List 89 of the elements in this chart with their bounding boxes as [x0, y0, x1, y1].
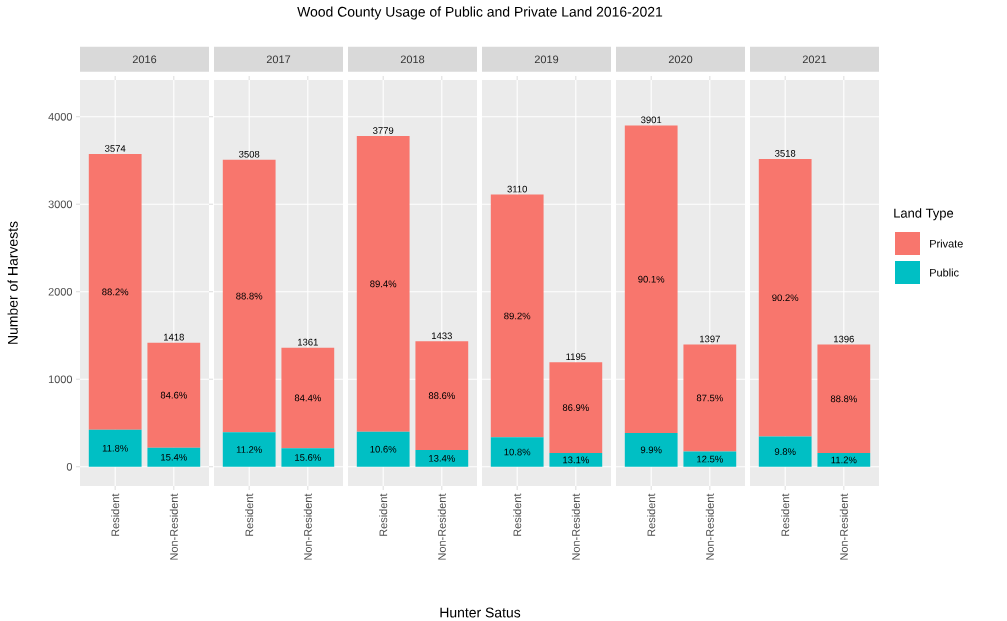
bar	[490, 194, 544, 438]
bar	[88, 429, 142, 467]
legend-title: Land Type	[894, 208, 954, 221]
annotation: 10.6%	[370, 445, 397, 453]
annotation: 9.9%	[640, 446, 662, 454]
annotation: 84.4%	[294, 394, 321, 402]
annotation: 88.6%	[428, 392, 455, 400]
bar	[147, 342, 201, 448]
total-label: 3110	[507, 185, 527, 193]
annotation: 12.5%	[697, 455, 723, 463]
chart-subtitle: 2016	[132, 55, 157, 64]
y-tick-label: 1000	[48, 375, 73, 384]
bar	[817, 453, 871, 467]
total-label: 1418	[164, 333, 184, 341]
bar	[222, 432, 276, 467]
legend-label: Public	[930, 268, 959, 277]
bar	[356, 136, 410, 432]
bar	[683, 451, 737, 467]
annotation: 84.6%	[160, 391, 187, 399]
x-tick-label: Resident	[513, 493, 522, 536]
bar	[222, 159, 276, 433]
x-tick-label: Non-Resident	[437, 493, 446, 560]
chart-subtitle: 2018	[400, 55, 425, 64]
total-label: 3508	[239, 150, 260, 158]
annotation: 87.5%	[696, 394, 723, 402]
total-label: 1361	[298, 338, 318, 346]
y-tick-label: 4000	[48, 112, 73, 121]
y-tick-label: 0	[66, 462, 73, 471]
chart-subtitle: 2021	[802, 55, 827, 64]
bar	[758, 436, 812, 467]
chart-subtitle: 2020	[668, 55, 693, 64]
bar	[415, 341, 469, 450]
total-label: 1396	[834, 335, 854, 343]
y-tick-label: 2000	[48, 287, 73, 296]
x-tick-label: Resident	[781, 493, 790, 536]
x-tick-label: Non-Resident	[303, 493, 312, 560]
total-label: 3574	[105, 145, 126, 152]
bar	[624, 432, 678, 467]
chart-subtitle: 2017	[266, 55, 291, 64]
bar	[356, 431, 410, 467]
bar	[415, 449, 469, 467]
annotation: 88.8%	[236, 292, 263, 300]
x-tick-label: Resident	[111, 493, 120, 536]
bar	[549, 453, 603, 467]
annotation: 13.4%	[429, 455, 455, 462]
annotation: 13.1%	[563, 456, 589, 464]
annotation: 90.1%	[638, 275, 665, 283]
bar	[817, 344, 871, 454]
x-tick-label: Resident	[647, 493, 656, 536]
annotation: 89.4%	[370, 280, 397, 288]
annotation: 11.8%	[102, 444, 128, 452]
x-tick-label: Resident	[245, 493, 254, 536]
x-tick-label: Non-Resident	[169, 493, 178, 560]
annotation: 15.4%	[161, 453, 187, 461]
annotation: 86.9%	[562, 404, 589, 411]
total-label: 3779	[373, 127, 394, 134]
annotation: 11.2%	[831, 456, 857, 464]
bar	[281, 347, 335, 449]
annotation: 11.2%	[236, 446, 262, 453]
annotation: 88.8%	[830, 395, 857, 403]
total-label: 3518	[775, 150, 796, 157]
bar	[683, 344, 737, 452]
bar	[147, 447, 201, 467]
x-tick-label: Non-Resident	[571, 493, 580, 560]
total-label: 1397	[700, 335, 720, 343]
y-tick-label: 3000	[48, 200, 73, 209]
bar	[758, 158, 812, 437]
y-axis-title: Number of Harvests	[7, 221, 18, 344]
bar	[490, 437, 544, 467]
x-tick-label: Non-Resident	[839, 493, 848, 560]
annotation: 15.6%	[295, 454, 321, 461]
chart-subtitle: 2019	[534, 55, 559, 64]
annotation: 90.2%	[772, 294, 799, 302]
total-label: 3901	[641, 116, 662, 124]
bar	[549, 362, 603, 454]
bar	[281, 448, 335, 467]
chart-title: Wood County Usage of Public and Private Land 2016-2021	[297, 6, 663, 20]
annotation: 10.8%	[504, 448, 531, 456]
legend-label: Private	[930, 239, 963, 248]
x-axis-title: Hunter Satus	[440, 607, 521, 618]
annotation: 88.2%	[102, 288, 129, 296]
annotation: 89.2%	[504, 312, 531, 320]
total-label: 1195	[566, 353, 586, 360]
bar	[624, 125, 678, 433]
x-tick-label: Non-Resident	[705, 493, 714, 560]
total-label: 1433	[432, 332, 452, 340]
bar	[88, 154, 142, 430]
x-tick-label: Resident	[379, 493, 388, 536]
annotation: 9.8%	[774, 448, 796, 456]
